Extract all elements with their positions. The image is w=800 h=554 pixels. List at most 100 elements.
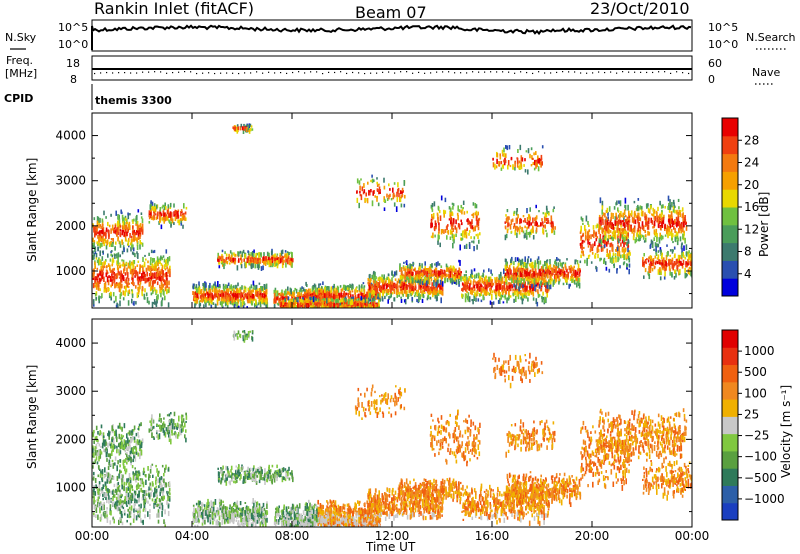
range-gate-cell	[506, 209, 509, 213]
range-gate-cell	[573, 270, 575, 277]
range-gate-cell	[345, 285, 347, 292]
range-gate-cell	[553, 206, 555, 209]
range-gate-cell	[412, 262, 415, 265]
range-gate-cell	[409, 263, 411, 269]
range-gate-cell	[409, 283, 411, 287]
range-gate-cell	[135, 238, 138, 241]
range-gate-cell	[468, 286, 471, 291]
range-gate-cell	[627, 250, 630, 256]
nave-point	[616, 72, 618, 74]
range-gate-cell	[432, 291, 434, 298]
range-gate-cell	[135, 270, 137, 276]
range-gate-cell	[137, 253, 139, 259]
range-gate-cell	[620, 254, 622, 259]
range-gate-cell	[166, 215, 168, 220]
range-gate-cell	[165, 271, 168, 277]
range-gate-cell	[517, 257, 519, 262]
range-gate-cell	[433, 289, 436, 295]
range-gate-cell	[481, 289, 484, 292]
range-gate-cell	[367, 278, 370, 281]
range-gate-cell	[178, 219, 180, 226]
range-gate-cell	[414, 267, 416, 272]
nave-point	[508, 71, 510, 73]
range-gate-cell	[359, 299, 362, 302]
range-gate-cell	[462, 200, 465, 205]
range-gate-cell	[173, 203, 175, 208]
range-gate-cell	[250, 263, 252, 268]
range-gate-cell	[394, 278, 397, 281]
range-gate-cell	[96, 259, 99, 264]
range-gate-cell	[503, 159, 505, 163]
range-gate-cell	[149, 212, 152, 218]
range-gate-cell	[430, 219, 433, 225]
range-gate-cell	[516, 232, 518, 238]
range-gate-cell	[545, 205, 548, 211]
range-gate-cell	[409, 273, 411, 279]
range-gate-cell	[425, 287, 428, 291]
range-gate-cell	[604, 220, 607, 225]
range-gate-cell	[245, 261, 247, 268]
range-gate-cell	[401, 290, 404, 296]
range-gate-cell	[238, 258, 240, 263]
range-gate-cell	[429, 264, 432, 268]
range-gate-cell	[457, 223, 460, 228]
range-gate-cell	[240, 254, 242, 261]
range-gate-cell	[637, 219, 639, 224]
range-gate-cell	[94, 232, 96, 238]
range-gate-cell	[634, 210, 636, 216]
range-gate-cell	[121, 264, 123, 267]
range-gate-cell	[516, 163, 519, 168]
range-gate-cell	[211, 299, 213, 305]
range-gate-cell	[617, 230, 620, 236]
range-gate-cell	[160, 290, 162, 294]
range-gate-cell	[528, 221, 531, 227]
range-gate-cell	[149, 260, 152, 266]
range-gate-cell	[150, 292, 153, 296]
range-gate-cell	[506, 285, 508, 290]
range-gate-cell	[421, 269, 424, 273]
range-gate-cell	[446, 225, 448, 230]
range-gate-cell	[145, 267, 148, 272]
range-gate-cell	[97, 246, 99, 251]
range-gate-cell	[321, 288, 323, 295]
range-gate-cell	[633, 225, 636, 231]
range-gate-cell	[540, 222, 542, 227]
range-gate-cell	[347, 292, 350, 298]
range-gate-cell	[407, 296, 409, 299]
range-gate-cell	[504, 272, 507, 278]
range-gate-cell	[668, 202, 670, 206]
range-gate-cell	[332, 287, 335, 292]
range-gate-cell	[115, 304, 118, 308]
range-gate-cell	[273, 289, 276, 294]
range-gate-cell	[528, 263, 531, 267]
range-gate-cell	[276, 295, 278, 300]
range-gate-cell	[620, 233, 622, 237]
range-gate-cell	[657, 243, 660, 248]
range-gate-cell	[252, 263, 254, 268]
range-gate-cell	[434, 263, 436, 266]
range-gate-cell	[375, 276, 377, 280]
range-gate-cell	[117, 226, 119, 230]
range-gate-cell	[274, 297, 277, 304]
range-gate-cell	[107, 221, 109, 227]
range-gate-cell	[123, 268, 125, 274]
range-gate-cell	[98, 239, 100, 243]
range-gate-cell	[258, 282, 261, 285]
range-gate-cell	[233, 252, 235, 256]
range-gate-cell	[542, 291, 544, 296]
range-gate-cell	[448, 206, 451, 210]
range-gate-cell	[661, 220, 664, 224]
range-gate-cell	[274, 290, 277, 297]
range-gate-cell	[509, 224, 512, 230]
range-gate-cell	[527, 258, 529, 263]
range-gate-cell	[131, 277, 133, 281]
range-gate-cell	[110, 241, 112, 246]
range-gate-cell	[546, 232, 548, 238]
range-gate-cell	[369, 299, 372, 302]
range-gate-cell	[546, 265, 549, 268]
range-gate-cell	[545, 217, 548, 221]
range-gate-cell	[577, 283, 580, 287]
range-gate-cell	[140, 226, 143, 232]
range-gate-cell	[627, 242, 629, 249]
range-gate-cell	[330, 287, 332, 294]
